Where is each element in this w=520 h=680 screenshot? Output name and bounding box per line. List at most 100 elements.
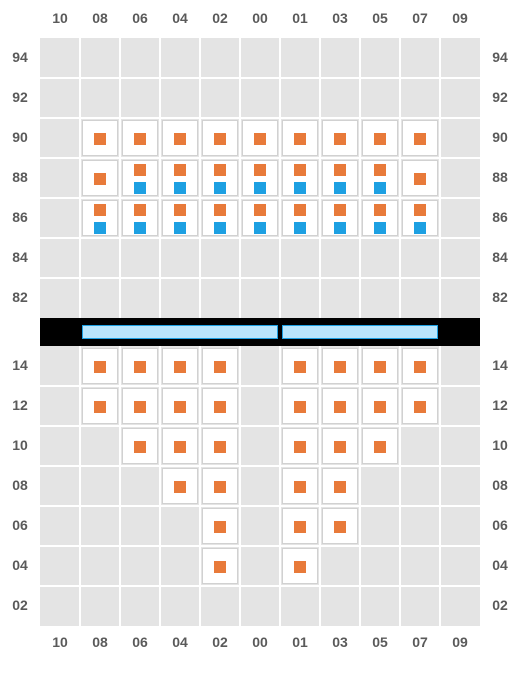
seat[interactable] — [82, 348, 118, 384]
seat[interactable] — [82, 388, 118, 424]
seat[interactable] — [322, 120, 358, 156]
grid-hline — [40, 425, 480, 427]
row-label: 92 — [0, 89, 40, 105]
seat[interactable] — [282, 468, 318, 504]
seat[interactable] — [202, 428, 238, 464]
seat[interactable] — [402, 388, 438, 424]
grid-vline — [199, 346, 201, 626]
seat[interactable] — [362, 120, 398, 156]
seat[interactable] — [202, 548, 238, 584]
grid-hline — [40, 585, 480, 587]
seat[interactable] — [162, 120, 198, 156]
grid-hline — [40, 277, 480, 279]
grid-vline — [159, 346, 161, 626]
seat-state-orange — [174, 401, 186, 413]
seat[interactable] — [322, 428, 358, 464]
seat-state-orange — [94, 401, 106, 413]
seat[interactable] — [242, 160, 278, 196]
seat[interactable] — [282, 200, 318, 236]
seat[interactable] — [122, 428, 158, 464]
seat[interactable] — [282, 548, 318, 584]
row-label: 06 — [0, 517, 40, 533]
seat[interactable] — [202, 160, 238, 196]
row-label: 14 — [0, 357, 40, 373]
seat[interactable] — [162, 388, 198, 424]
table[interactable] — [82, 325, 278, 339]
column-label-top: 05 — [360, 10, 400, 26]
grid-hline — [40, 545, 480, 547]
row-label: 90 — [0, 129, 40, 145]
seat[interactable] — [202, 120, 238, 156]
column-label-top: 03 — [320, 10, 360, 26]
seat[interactable] — [322, 388, 358, 424]
column-label-bottom: 03 — [320, 634, 360, 650]
seat[interactable] — [82, 160, 118, 196]
seat[interactable] — [162, 468, 198, 504]
seat[interactable] — [362, 160, 398, 196]
seat[interactable] — [362, 428, 398, 464]
table[interactable] — [282, 325, 438, 339]
grid-hline — [40, 237, 480, 239]
seat[interactable] — [122, 160, 158, 196]
seat[interactable] — [122, 388, 158, 424]
seat[interactable] — [162, 348, 198, 384]
row-label: 10 — [480, 437, 520, 453]
seat[interactable] — [322, 200, 358, 236]
seat-state-orange — [414, 173, 426, 185]
seat[interactable] — [402, 160, 438, 196]
seat[interactable] — [242, 200, 278, 236]
seat[interactable] — [82, 200, 118, 236]
seat[interactable] — [122, 120, 158, 156]
seat-state-orange — [214, 521, 226, 533]
seat[interactable] — [362, 200, 398, 236]
seat-state-blue — [174, 222, 186, 234]
column-label-bottom: 04 — [160, 634, 200, 650]
seat-state-orange — [174, 441, 186, 453]
row-label: 02 — [0, 597, 40, 613]
seat[interactable] — [322, 348, 358, 384]
seat[interactable] — [282, 428, 318, 464]
row-label: 14 — [480, 357, 520, 373]
seat[interactable] — [322, 508, 358, 544]
grid-vline — [79, 346, 81, 626]
seat[interactable] — [362, 388, 398, 424]
seat-state-orange — [294, 561, 306, 573]
column-label-top: 04 — [160, 10, 200, 26]
seat[interactable] — [202, 508, 238, 544]
seat[interactable] — [322, 468, 358, 504]
seat[interactable] — [242, 120, 278, 156]
column-label-top: 02 — [200, 10, 240, 26]
row-label: 94 — [480, 49, 520, 65]
seat[interactable] — [282, 120, 318, 156]
seat[interactable] — [82, 120, 118, 156]
grid-vline — [399, 346, 401, 626]
seat[interactable] — [282, 348, 318, 384]
column-label-bottom: 08 — [80, 634, 120, 650]
seat[interactable] — [202, 468, 238, 504]
column-label-bottom: 09 — [440, 634, 480, 650]
seat[interactable] — [282, 160, 318, 196]
table-divider — [279, 325, 281, 339]
seat-state-orange — [214, 361, 226, 373]
grid-vline — [119, 38, 121, 318]
seat[interactable] — [162, 160, 198, 196]
seat[interactable] — [202, 348, 238, 384]
seat-state-orange — [214, 164, 226, 176]
seat[interactable] — [162, 428, 198, 464]
seat[interactable] — [282, 388, 318, 424]
seat[interactable] — [402, 200, 438, 236]
seat[interactable] — [122, 200, 158, 236]
seat[interactable] — [162, 200, 198, 236]
seat[interactable] — [402, 120, 438, 156]
seat[interactable] — [322, 160, 358, 196]
seat-state-blue — [414, 222, 426, 234]
row-label: 08 — [480, 477, 520, 493]
seat[interactable] — [282, 508, 318, 544]
seat[interactable] — [362, 348, 398, 384]
seat[interactable] — [402, 348, 438, 384]
seat[interactable] — [202, 200, 238, 236]
grid-vline — [359, 346, 361, 626]
grid-vline — [319, 38, 321, 318]
seat[interactable] — [122, 348, 158, 384]
seat[interactable] — [202, 388, 238, 424]
